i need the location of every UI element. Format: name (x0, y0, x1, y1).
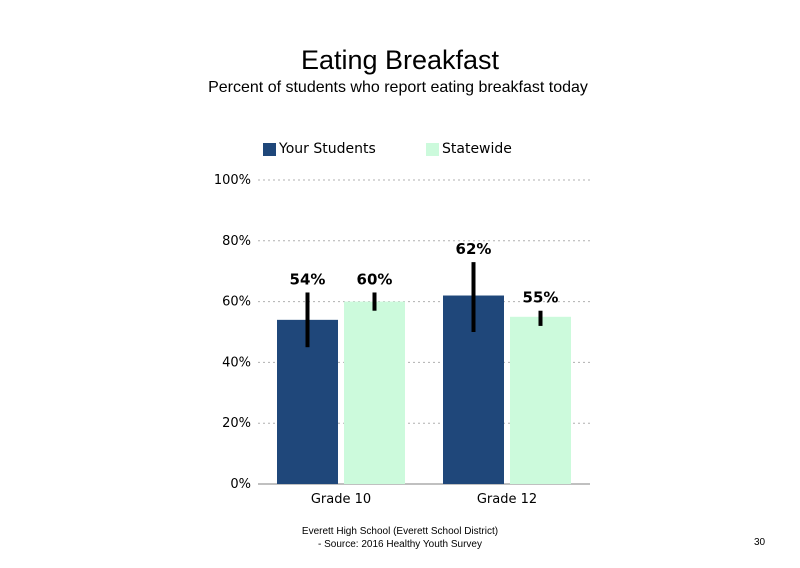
y-tick-label: 0% (230, 477, 251, 492)
legend-swatch-statewide (426, 142, 439, 156)
chart-title: Eating Breakfast (300, 45, 500, 75)
data-label-statewide: 60% (357, 270, 393, 288)
chart-subtitle: Percent of students who report eating br… (208, 79, 588, 96)
x-tick-label: Grade 12 (477, 492, 537, 507)
footer-line-school: Everett High School (Everett School Dist… (301, 526, 499, 537)
y-tick-label: 40% (222, 355, 251, 370)
data-label-your-students: 62% (456, 240, 492, 258)
y-tick-label: 20% (222, 416, 251, 431)
legend-swatch-your-students (263, 142, 276, 156)
legend-label-statewide: Statewide (442, 141, 512, 157)
legend-label-your-students: Your Students (279, 141, 376, 157)
legend-item-your-students: Your Students (263, 140, 376, 158)
y-tick-label: 100% (214, 173, 251, 188)
bar-statewide (344, 301, 405, 484)
bar-statewide (510, 316, 571, 484)
footer-source: Everett High School (Everett School Dist… (220, 525, 580, 551)
data-label-your-students: 54% (290, 270, 326, 288)
y-tick-label: 60% (222, 295, 251, 310)
footer-line-source: - Source: 2016 Healthy Youth Survey (318, 539, 482, 550)
page-number: 30 (754, 537, 766, 548)
x-tick-label: Grade 10 (311, 492, 371, 507)
legend-item-statewide: Statewide (426, 140, 512, 158)
y-tick-label: 80% (222, 234, 251, 249)
data-label-statewide: 55% (523, 289, 559, 307)
